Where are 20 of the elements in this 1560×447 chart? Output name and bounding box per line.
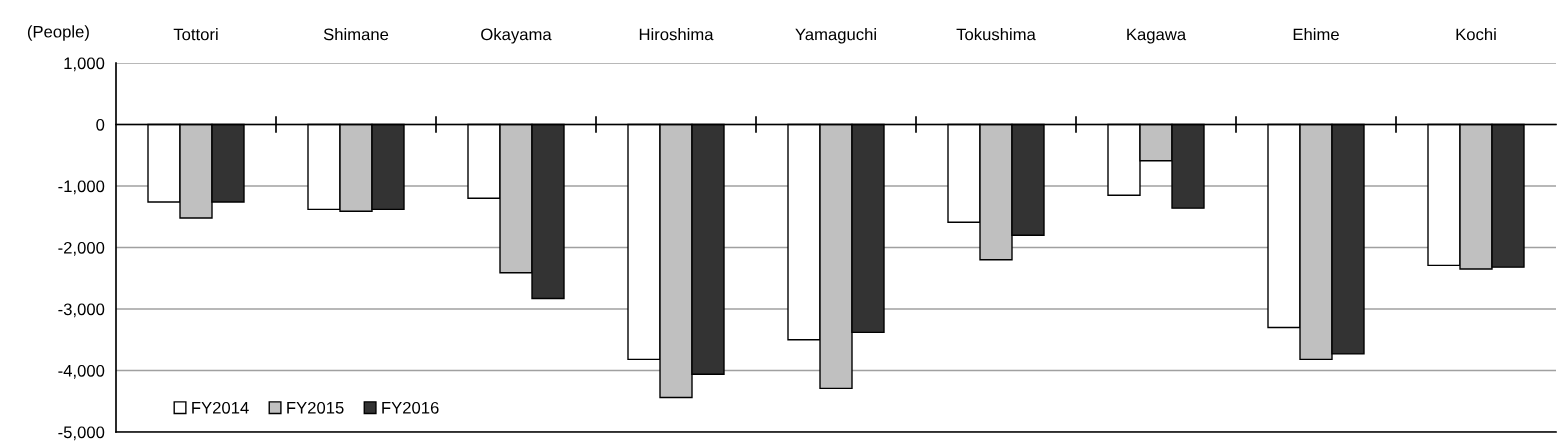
legend-label: FY2015 (287, 401, 344, 414)
x-tick-label: Kochi (1456, 28, 1496, 41)
legend-label: FY2016 (382, 401, 439, 414)
x-tick-label: Tokushima (956, 28, 1036, 41)
y-tick-label: -5,000 (58, 426, 105, 441)
x-tick-label: Ehime (1293, 28, 1339, 41)
x-tick-label: Yamaguchi (795, 28, 876, 44)
x-tick-label: Okayama (481, 28, 552, 44)
legend-label: FY2014 (192, 401, 249, 414)
x-tick-label: Hiroshima (639, 28, 714, 41)
y-tick-label: -2,000 (58, 241, 105, 256)
y-tick-label: 0 (96, 118, 105, 131)
y-axis-title: (People) (27, 25, 89, 41)
y-tick-label: -4,000 (58, 364, 105, 379)
x-tick-label: Kagawa (1127, 28, 1187, 44)
x-tick-label: Shimane (323, 28, 389, 41)
x-tick-label: Tottori (173, 28, 218, 41)
y-tick-label: -3,000 (58, 303, 105, 318)
y-tick-label: 1,000 (64, 57, 105, 72)
y-tick-label: -1,000 (58, 180, 105, 195)
